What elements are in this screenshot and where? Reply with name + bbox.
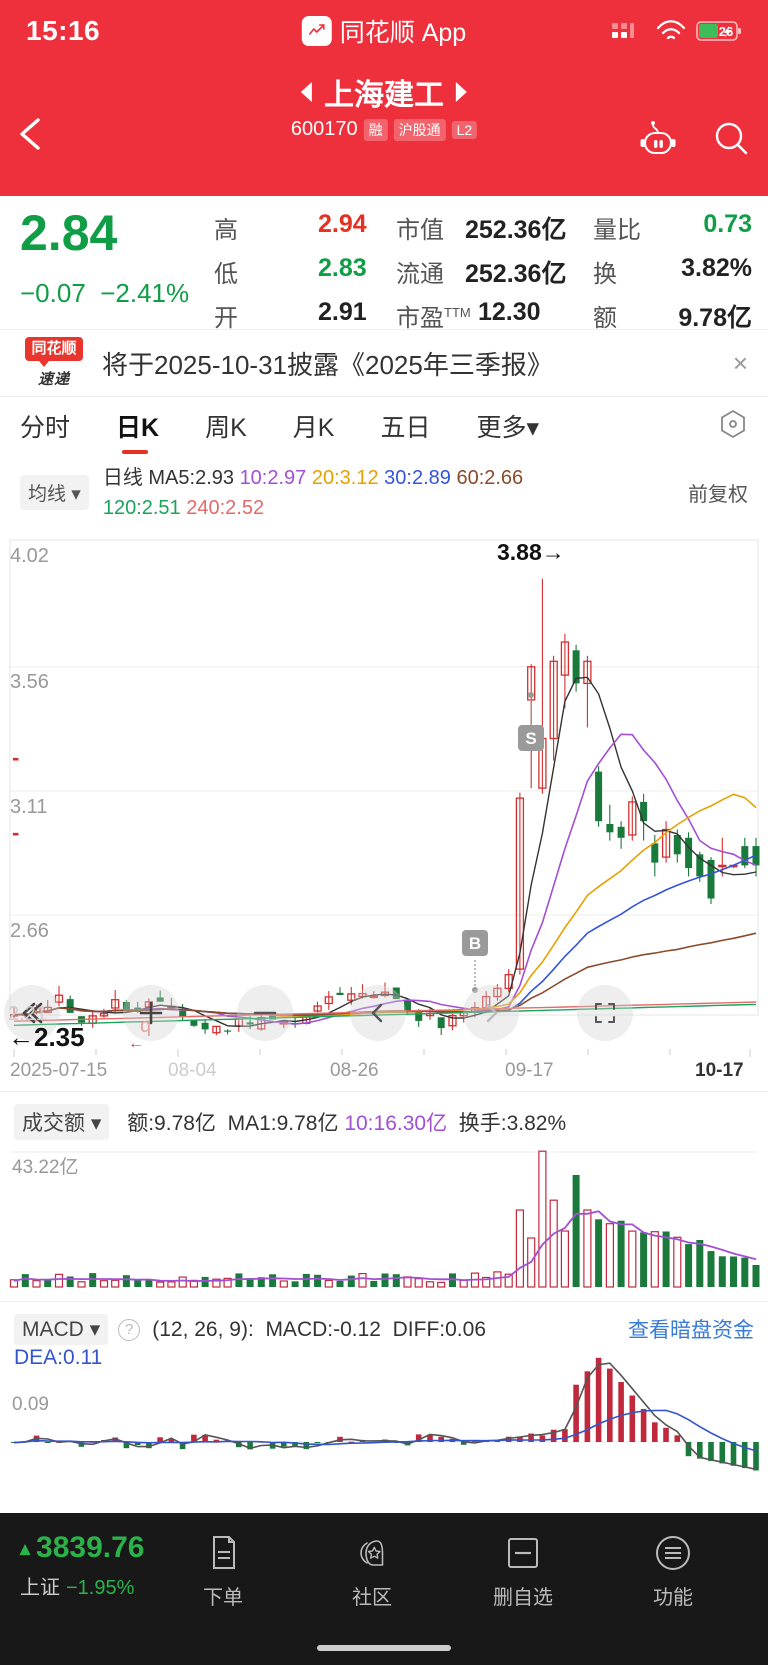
svg-text:B: B: [469, 934, 481, 953]
svg-text:-: -: [12, 820, 19, 845]
svg-text:-: -: [12, 745, 19, 770]
svg-text:3.88→: 3.88→: [497, 539, 565, 565]
svg-text:4.02: 4.02: [10, 545, 49, 567]
svg-text:S: S: [525, 729, 536, 748]
svg-text:3.56: 3.56: [10, 671, 49, 693]
svg-text:3.11: 3.11: [10, 796, 47, 818]
svg-text:2.66: 2.66: [10, 920, 49, 942]
